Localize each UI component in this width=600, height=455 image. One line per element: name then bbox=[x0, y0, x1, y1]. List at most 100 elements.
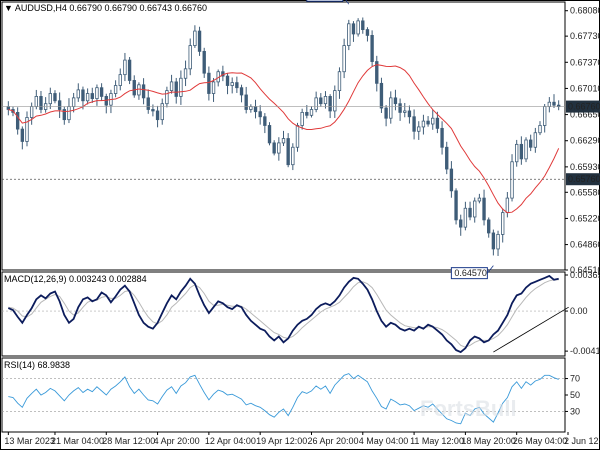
price-y-tick-label: 0.64860 bbox=[570, 240, 600, 250]
price-bar-body bbox=[258, 111, 262, 118]
price-bar-body bbox=[137, 84, 141, 96]
price-bar-body bbox=[118, 74, 122, 86]
price-bar-body bbox=[81, 89, 85, 102]
price-bar-body bbox=[230, 82, 234, 86]
price-tag-label: 0.65760 bbox=[568, 174, 600, 184]
price-bar-body bbox=[459, 219, 463, 228]
price-bar-body bbox=[515, 143, 519, 163]
price-bar-body bbox=[417, 126, 421, 132]
price-bar-body bbox=[244, 94, 248, 110]
price-bar-body bbox=[169, 81, 174, 92]
price-bar-body bbox=[165, 90, 169, 105]
price-tag-bg bbox=[566, 100, 600, 113]
price-bar-body bbox=[48, 93, 52, 105]
price-bar-body bbox=[542, 106, 547, 126]
price-bar-body bbox=[435, 117, 440, 129]
price-bar-body bbox=[440, 127, 444, 148]
price-bar-body bbox=[379, 82, 384, 109]
x-tick-label: 4 Apr 20:00 bbox=[154, 436, 200, 446]
price-bar-body bbox=[132, 80, 136, 96]
price-bar-body bbox=[333, 90, 337, 112]
watermark-logo: FortsBull bbox=[420, 396, 517, 421]
price-bar-body bbox=[57, 100, 62, 110]
price-bar-body bbox=[468, 207, 472, 218]
price-bar-body bbox=[524, 139, 528, 160]
price-bar-body bbox=[179, 77, 183, 97]
price-y-tick-label: 0.66290 bbox=[570, 136, 600, 146]
price-bar-body bbox=[225, 75, 230, 86]
macd-trendline bbox=[493, 306, 569, 353]
price-bar-body bbox=[29, 106, 34, 118]
price-panel-header: ▼ AUDUSD,H4 0.66790 0.66790 0.66743 0.66… bbox=[4, 3, 207, 13]
x-tick-label: 26 Apr 20:00 bbox=[307, 436, 358, 446]
x-tick-label: 26 May 04:00 bbox=[513, 436, 568, 446]
macd-main-line bbox=[7, 274, 559, 354]
price-bar-body bbox=[62, 109, 66, 121]
price-bar-body bbox=[85, 93, 90, 102]
price-y-tick-label: 0.67010 bbox=[570, 83, 600, 93]
price-bar-body bbox=[253, 106, 258, 113]
price-bar-body bbox=[426, 120, 430, 125]
macd-y-tick-label: 0.003693 bbox=[570, 270, 600, 280]
price-y-tick-label: 0.65930 bbox=[570, 162, 600, 172]
macd-title: MACD(12,26,9) 0.003243 0.002884 bbox=[4, 274, 147, 284]
price-bar-body bbox=[431, 117, 435, 125]
price-y-tick-label: 0.65220 bbox=[570, 213, 600, 223]
macd-y-tick-label: -0.0041 bbox=[570, 346, 600, 356]
panel-frame-1 bbox=[1, 1, 566, 271]
price-bar-body bbox=[90, 93, 94, 99]
price-bar-body bbox=[365, 29, 370, 36]
price-bar-body bbox=[482, 197, 486, 221]
price-bar-body bbox=[496, 234, 500, 250]
price-bar-body bbox=[39, 96, 43, 110]
annotation-leader bbox=[487, 265, 494, 274]
price-bar-body bbox=[281, 138, 286, 144]
moving-average-line bbox=[8, 64, 560, 214]
price-bar-body bbox=[351, 23, 356, 35]
price-bar-body bbox=[146, 97, 150, 110]
price-bar-body bbox=[267, 125, 272, 144]
annotation-label: 0.68170 bbox=[310, 0, 343, 1]
rsi-y-tick-label: 50 bbox=[570, 390, 580, 400]
price-bar-body bbox=[95, 87, 99, 99]
panel-frame-2 bbox=[1, 271, 566, 357]
price-y-tick-label: 0.65580 bbox=[570, 187, 600, 197]
price-bar-body bbox=[538, 125, 542, 134]
annotation-leader bbox=[345, 0, 350, 5]
rsi-y-tick-label: 70 bbox=[570, 374, 580, 384]
price-y-tick-label: 0.64510 bbox=[570, 265, 600, 275]
price-bar-body bbox=[510, 161, 514, 199]
price-bar-body bbox=[34, 96, 38, 107]
price-bar-body bbox=[300, 111, 304, 126]
price-bar-body bbox=[314, 97, 318, 110]
price-bar-body bbox=[375, 61, 379, 84]
price-bar-body bbox=[188, 45, 192, 70]
x-tick-label: 19 Apr 12:00 bbox=[256, 436, 307, 446]
price-bar-body bbox=[183, 68, 188, 79]
price-bar-body bbox=[53, 93, 57, 102]
price-bar-body bbox=[123, 59, 127, 76]
price-bar-body bbox=[295, 125, 300, 148]
price-bar-body bbox=[547, 101, 552, 107]
price-bar-body bbox=[519, 143, 524, 160]
price-bar-body bbox=[403, 110, 407, 113]
price-y-tick-label: 0.67370 bbox=[570, 57, 600, 67]
price-bar-body bbox=[449, 168, 454, 192]
price-bar-body bbox=[398, 103, 402, 113]
price-bar-body bbox=[239, 87, 244, 96]
price-bar-body bbox=[384, 107, 388, 119]
price-bars bbox=[6, 17, 561, 256]
price-bar-body bbox=[309, 109, 314, 116]
price-y-tick-label: 0.67730 bbox=[570, 31, 600, 41]
price-bar-body bbox=[407, 110, 412, 118]
price-bar-body bbox=[445, 146, 449, 170]
price-bar-body bbox=[197, 30, 202, 52]
price-bar-body bbox=[328, 96, 332, 112]
x-tick-label: 12 Apr 04:00 bbox=[205, 436, 256, 446]
price-tag-label: 0.66760 bbox=[568, 102, 600, 112]
price-bar-body bbox=[211, 81, 216, 94]
price-bar-body bbox=[337, 71, 342, 92]
price-bar-body bbox=[160, 103, 164, 121]
price-bar-body bbox=[249, 106, 253, 110]
